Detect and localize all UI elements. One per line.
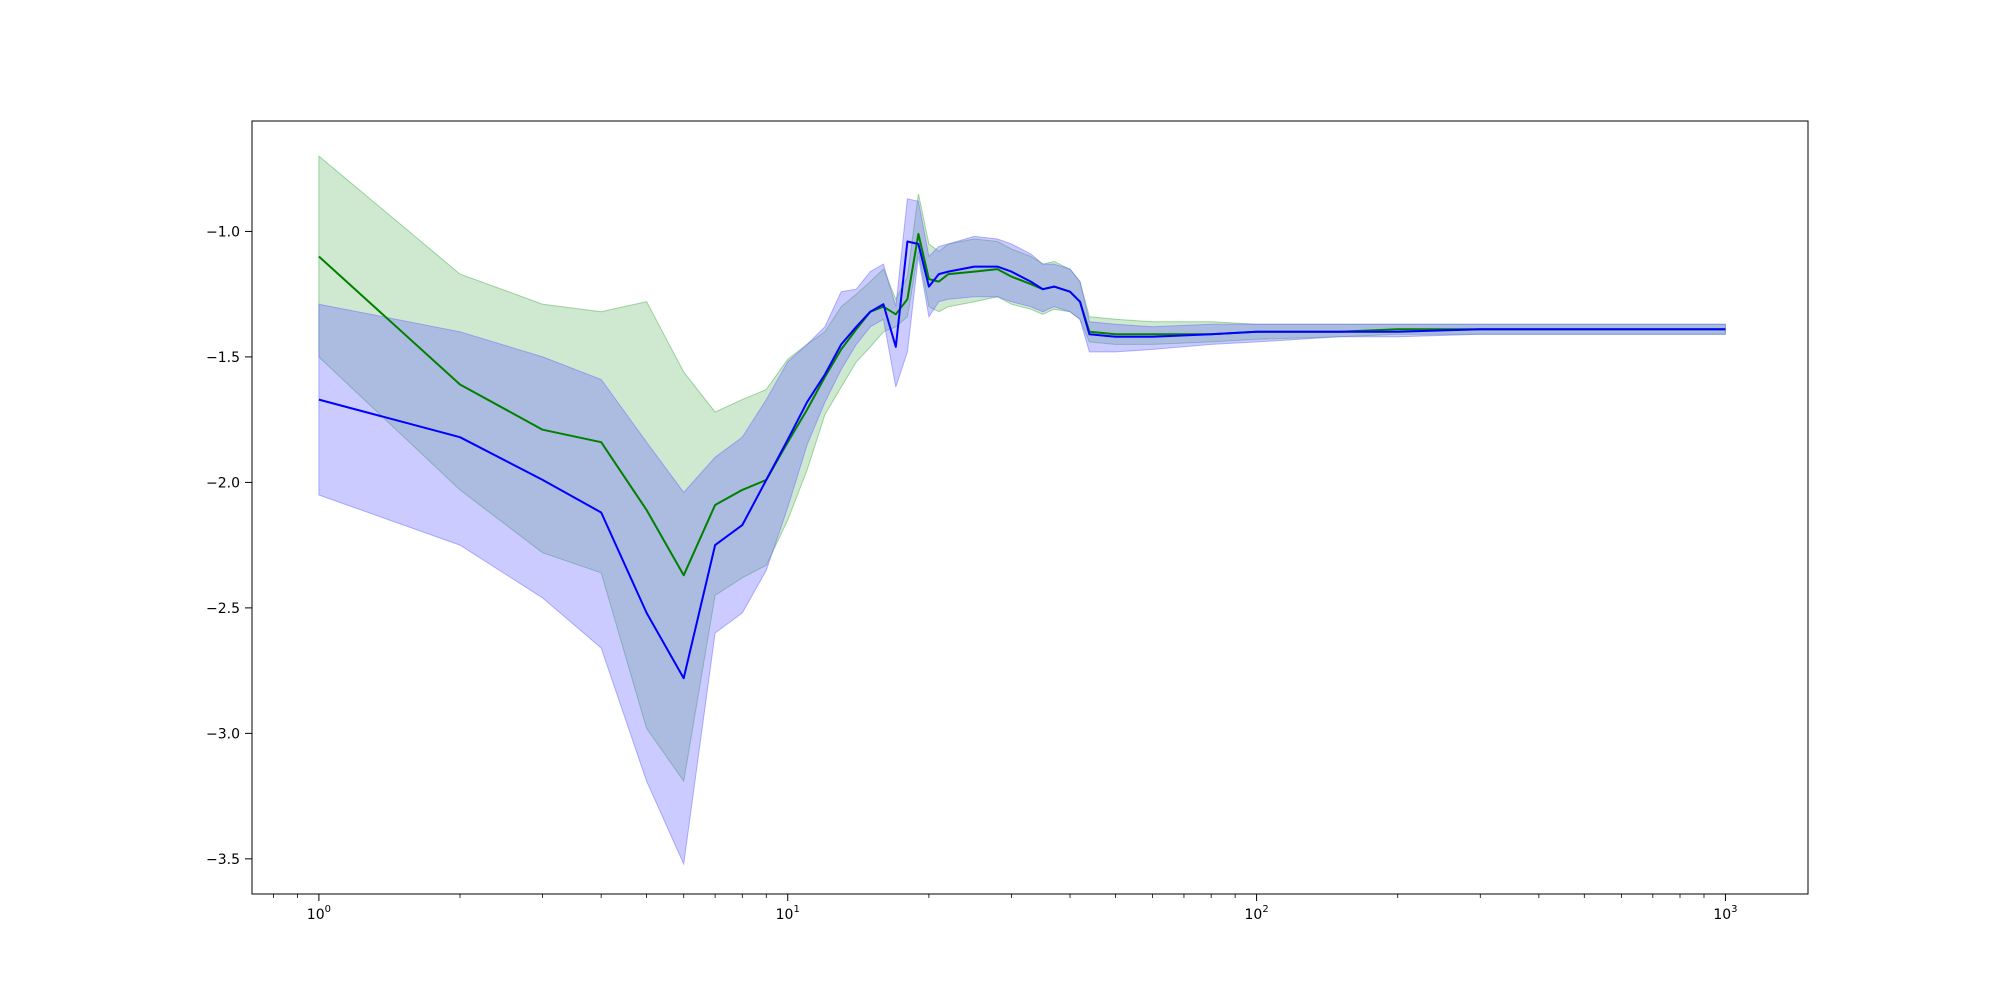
y-tick-label: −2.0 xyxy=(206,475,240,491)
y-axis: −1.0 −1.5 −2.0 −2.5 −3.0 −3.5 xyxy=(206,224,252,868)
series-1-band xyxy=(318,198,1726,866)
confidence-bands xyxy=(318,155,1726,866)
y-tick-label: −2.5 xyxy=(206,601,240,617)
plot-frame xyxy=(251,120,1809,895)
series-lines xyxy=(318,232,1726,680)
x-axis: 100 101 102 103 xyxy=(273,894,1738,923)
y-tick-label: −1.5 xyxy=(206,350,240,366)
series-1-line xyxy=(318,240,1726,680)
x-tick-label: 102 xyxy=(1244,904,1268,923)
y-tick-label: −3.5 xyxy=(206,852,240,868)
x-tick-label: 101 xyxy=(776,904,800,923)
x-tick-label: 100 xyxy=(307,904,331,923)
x-tick-label: 103 xyxy=(1713,904,1737,923)
y-tick-label: −3.0 xyxy=(206,726,240,742)
y-tick-label: −1.0 xyxy=(206,224,240,240)
